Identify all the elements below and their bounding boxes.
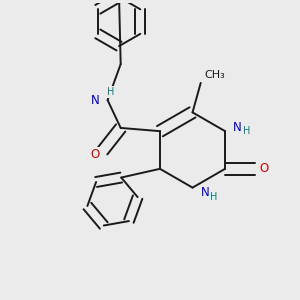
Text: H: H (107, 87, 115, 97)
Text: H: H (210, 192, 218, 203)
Text: N: N (201, 186, 209, 199)
Text: H: H (243, 126, 250, 136)
Text: O: O (260, 162, 269, 175)
Text: CH₃: CH₃ (204, 70, 225, 80)
Text: N: N (91, 94, 99, 106)
Text: N: N (233, 122, 242, 134)
Text: O: O (90, 148, 99, 160)
